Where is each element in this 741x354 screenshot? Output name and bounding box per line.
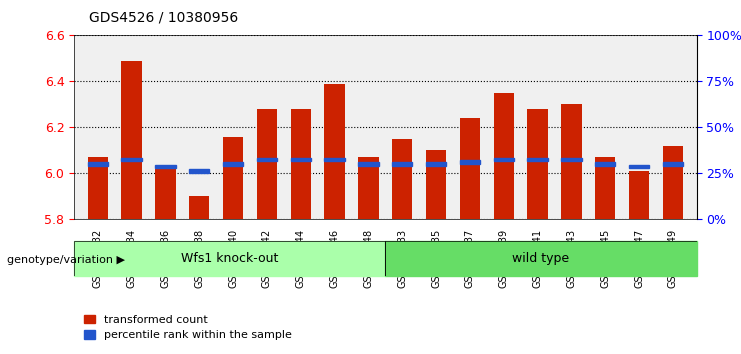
Bar — [122, 158, 142, 161]
Bar — [595, 157, 615, 219]
Bar — [561, 158, 582, 161]
Legend: transformed count, percentile rank within the sample: transformed count, percentile rank withi… — [79, 310, 296, 345]
Text: Wfs1 knock-out: Wfs1 knock-out — [181, 252, 279, 265]
Bar — [426, 162, 446, 166]
Bar — [257, 158, 277, 161]
Bar — [385, 241, 697, 276]
Bar — [189, 169, 210, 173]
Bar — [385, 241, 697, 276]
Bar — [459, 118, 480, 219]
Text: GDS4526 / 10380956: GDS4526 / 10380956 — [89, 11, 238, 25]
Bar — [392, 139, 413, 219]
Text: wild type: wild type — [512, 252, 570, 265]
Bar — [426, 150, 446, 219]
Bar — [87, 162, 108, 166]
Bar — [156, 169, 176, 219]
Bar — [662, 146, 683, 219]
Text: genotype/variation ▶: genotype/variation ▶ — [7, 255, 125, 265]
Bar — [358, 157, 379, 219]
Bar — [494, 93, 514, 219]
Bar — [290, 109, 311, 219]
Bar — [223, 162, 243, 166]
Bar — [459, 160, 480, 164]
Bar — [290, 158, 311, 161]
Bar — [87, 157, 108, 219]
Bar — [74, 241, 385, 276]
Bar — [595, 162, 615, 166]
Bar — [325, 84, 345, 219]
Bar — [392, 162, 413, 166]
Bar — [528, 109, 548, 219]
Bar — [662, 162, 683, 166]
Bar — [189, 196, 210, 219]
Bar — [325, 158, 345, 161]
Bar — [257, 109, 277, 219]
Bar — [629, 171, 649, 219]
Bar — [629, 165, 649, 169]
Bar — [494, 158, 514, 161]
Bar — [122, 61, 142, 219]
Bar — [156, 165, 176, 169]
Bar — [74, 241, 385, 276]
Bar — [223, 137, 243, 219]
Bar — [561, 104, 582, 219]
Bar — [528, 158, 548, 161]
Bar — [358, 162, 379, 166]
